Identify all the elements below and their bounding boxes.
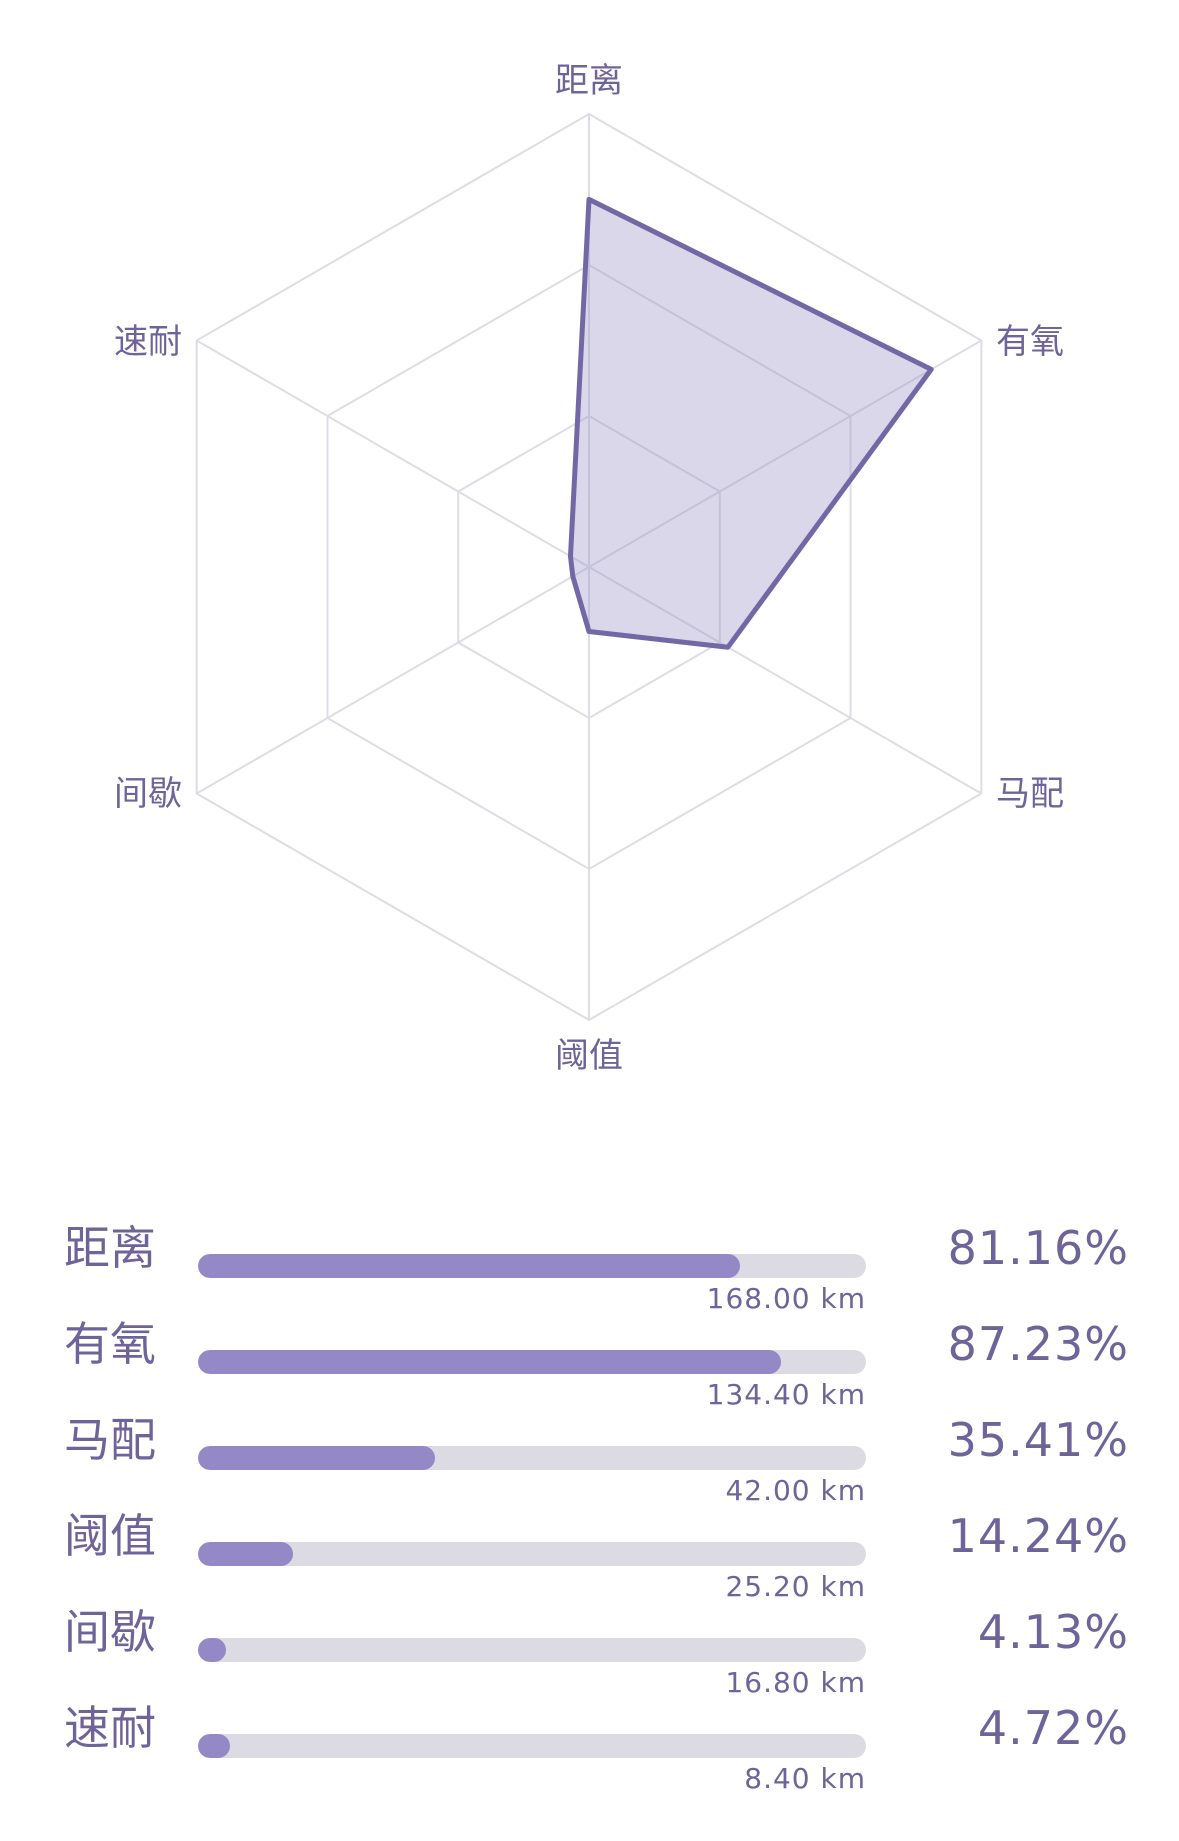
- radar-label-马配: 马配: [996, 774, 1064, 814]
- breakdown-row-阈值: 阈值 25.20 km 14.24%: [0, 1508, 1179, 1604]
- breakdown-row-速耐: 速耐 8.40 km 4.72%: [0, 1700, 1179, 1796]
- breakdown-percent: 4.72%: [977, 1701, 1129, 1755]
- radar-spoke: [196, 566, 590, 795]
- breakdown-row-间歇: 间歇 16.80 km 4.13%: [0, 1604, 1179, 1700]
- radar-axis-labels: 距离 有氧 马配 阈值 间歇 速耐: [114, 61, 1064, 1076]
- breakdown-distance: 25.20 km: [725, 1570, 866, 1603]
- breakdown-label: 马配: [64, 1413, 156, 1467]
- radar-label-间歇: 间歇: [114, 774, 182, 814]
- breakdown-percent: 35.41%: [947, 1413, 1129, 1467]
- radar-spoke: [588, 566, 982, 795]
- breakdown-label: 速耐: [64, 1701, 156, 1755]
- breakdown-row-有氧: 有氧 134.40 km 87.23%: [0, 1316, 1179, 1412]
- breakdown-distance: 42.00 km: [725, 1474, 866, 1507]
- breakdown-percent: 14.24%: [947, 1509, 1129, 1563]
- breakdown-percent: 87.23%: [947, 1317, 1129, 1371]
- radar-label-阈值: 阈值: [555, 1036, 623, 1076]
- progress-fill: [198, 1542, 294, 1566]
- progress-fill: [198, 1638, 226, 1662]
- progress-track: [198, 1350, 866, 1374]
- radar-label-距离: 距离: [555, 61, 623, 101]
- breakdown-distance: 16.80 km: [725, 1666, 866, 1699]
- breakdown-distance: 168.00 km: [706, 1282, 866, 1315]
- breakdown-distance: 134.40 km: [706, 1378, 866, 1411]
- progress-fill: [198, 1446, 435, 1470]
- progress-fill: [198, 1254, 741, 1278]
- breakdown-distance: 8.40 km: [744, 1762, 866, 1795]
- breakdown-percent: 4.13%: [977, 1605, 1129, 1659]
- breakdown-label: 距离: [64, 1221, 156, 1275]
- radar-label-有氧: 有氧: [996, 322, 1064, 362]
- progress-track: [198, 1542, 866, 1566]
- breakdown-percent: 81.16%: [947, 1221, 1129, 1275]
- breakdown-label: 有氧: [64, 1317, 156, 1371]
- breakdown-row-马配: 马配 42.00 km 35.41%: [0, 1412, 1179, 1508]
- progress-track: [198, 1254, 866, 1278]
- progress-track: [198, 1734, 866, 1758]
- progress-track: [198, 1446, 866, 1470]
- radar-data-area: [567, 196, 934, 650]
- progress-track: [198, 1638, 866, 1662]
- radar-spokes: [196, 114, 982, 1020]
- breakdown-label: 间歇: [64, 1605, 156, 1659]
- radar-chart: 距离 有氧 马配 阈值 间歇 速耐: [114, 61, 1064, 1076]
- radar-spoke: [588, 339, 982, 568]
- breakdown-row-距离: 距离 168.00 km 81.16%: [0, 1220, 1179, 1316]
- radar-spoke: [196, 339, 590, 568]
- progress-fill: [198, 1734, 230, 1758]
- breakdown-label: 阈值: [64, 1509, 156, 1563]
- progress-fill: [198, 1350, 781, 1374]
- radar-label-速耐: 速耐: [114, 322, 182, 362]
